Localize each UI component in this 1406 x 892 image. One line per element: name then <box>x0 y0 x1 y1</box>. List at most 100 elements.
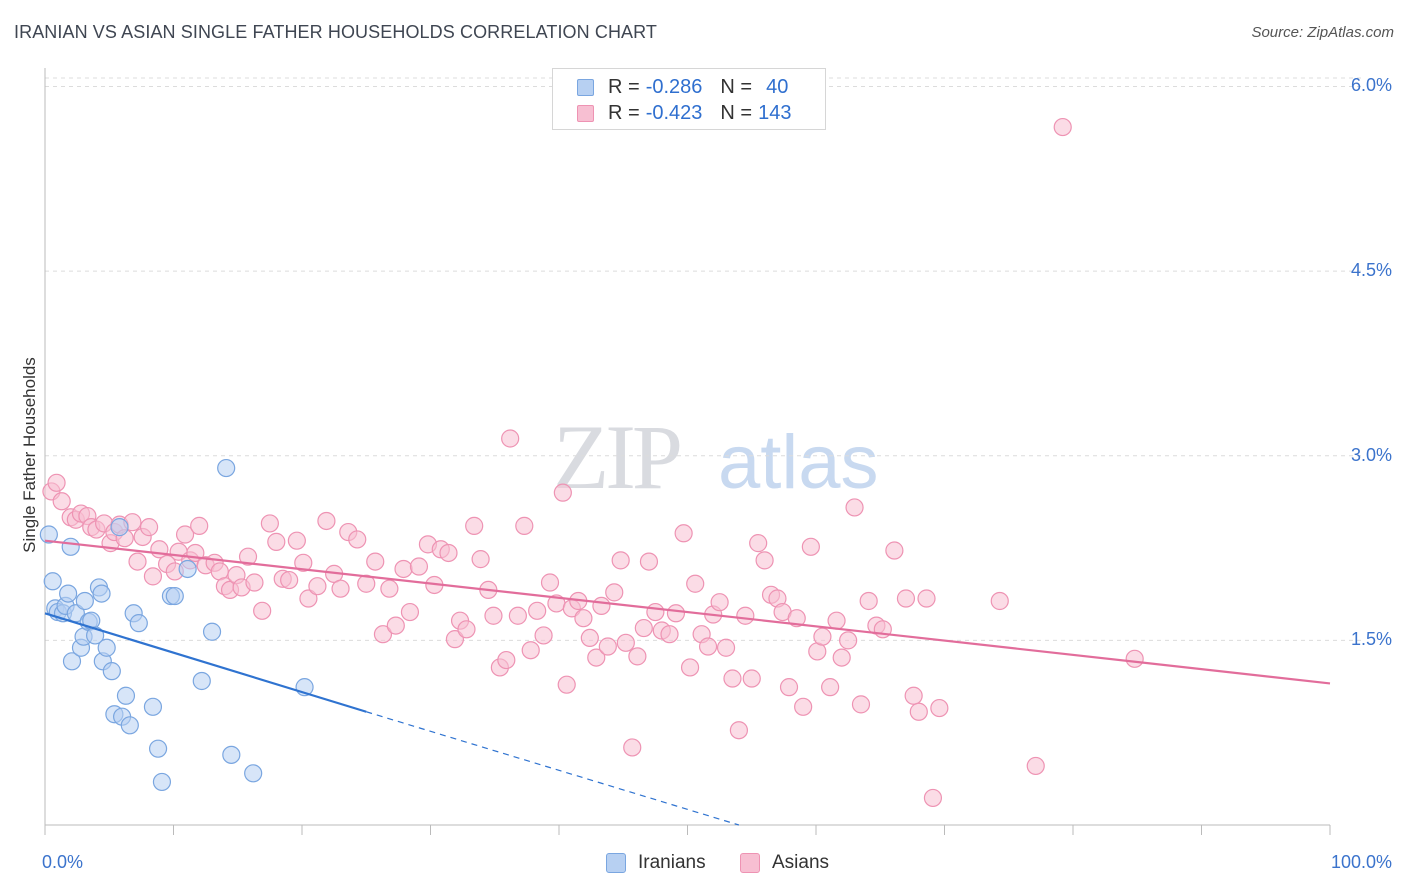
data-point-asians <box>729 721 749 740</box>
data-point-asians <box>698 637 718 656</box>
data-point-asians <box>749 534 768 553</box>
source-credit: Source: ZipAtlas.com <box>1251 24 1394 41</box>
data-point-iranians <box>97 638 116 657</box>
r-value: -0.423 <box>645 101 703 124</box>
chart-title: IRANIAN VS ASIAN SINGLE FATHER HOUSEHOLD… <box>14 22 658 42</box>
data-point-iranians <box>39 525 58 544</box>
data-point-asians <box>686 574 705 593</box>
data-point-asians <box>515 516 534 535</box>
data-point-asians <box>190 516 209 535</box>
data-point-iranians <box>92 584 111 603</box>
gridlines <box>45 77 1365 641</box>
data-point-asians <box>598 637 617 656</box>
n-label: N = <box>720 75 753 98</box>
data-point-asians <box>1026 756 1045 776</box>
data-point-iranians <box>152 772 172 792</box>
data-point-asians <box>634 618 653 638</box>
data-point-asians <box>386 616 405 635</box>
data-point-asians <box>253 601 272 620</box>
y-tick-label: 3.0% <box>1350 444 1392 465</box>
data-point-asians <box>611 551 630 570</box>
data-point-asians <box>794 697 813 716</box>
data-point-asians <box>394 559 413 579</box>
data-point-iranians <box>43 572 62 591</box>
data-point-asians <box>710 593 729 612</box>
data-point-iranians <box>75 591 94 611</box>
data-point-asians <box>373 625 393 644</box>
data-point-asians <box>736 606 755 625</box>
data-point-iranians <box>120 716 139 735</box>
data-point-asians <box>445 630 465 649</box>
legend-label-asians: Asians <box>772 852 830 873</box>
legend-swatch-asians <box>577 104 594 122</box>
data-point-asians <box>646 602 665 622</box>
data-point-asians <box>139 518 159 537</box>
data-point-asians <box>639 552 659 571</box>
x-tick-label-max: 100.0% <box>1330 852 1392 872</box>
data-point-iranians <box>129 614 148 633</box>
n-value: 40 <box>766 75 789 98</box>
data-point-asians <box>299 589 318 608</box>
y-tick-label: 1.5% <box>1350 629 1392 650</box>
trend-lines <box>44 539 1331 826</box>
r-label: R = <box>608 75 640 98</box>
data-point-iranians <box>244 764 263 783</box>
data-point-asians <box>501 429 520 448</box>
watermark-zip: ZIP <box>553 406 680 508</box>
data-point-asians <box>666 604 686 623</box>
legend-item-iranians[interactable]: Iranians <box>606 852 706 874</box>
n-value: 143 <box>758 101 792 124</box>
data-point-asians <box>521 641 540 660</box>
data-point-asians <box>308 577 327 596</box>
data-point-asians <box>896 589 916 608</box>
data-point-iranians <box>143 697 163 716</box>
data-point-asians <box>779 678 799 697</box>
data-point-iranians <box>202 622 222 641</box>
legend-item-asians[interactable]: Asians <box>740 852 829 874</box>
data-point-asians <box>801 537 820 556</box>
data-point-asians <box>175 525 195 544</box>
data-point-iranians <box>116 686 136 705</box>
data-point-asians <box>628 647 647 666</box>
data-point-asians <box>605 583 624 602</box>
data-point-asians <box>128 552 147 571</box>
data-point-iranians <box>148 739 168 758</box>
data-point-asians <box>497 650 516 670</box>
data-point-asians <box>917 589 936 608</box>
data-point-asians <box>923 788 943 808</box>
data-point-asians <box>357 574 376 593</box>
data-point-asians <box>380 579 399 598</box>
legend-label-iranians: Iranians <box>638 852 706 873</box>
data-point-asians <box>1053 117 1072 137</box>
data-point-asians <box>680 658 700 677</box>
y-tick-label: 4.5% <box>1350 260 1392 281</box>
data-point-asians <box>366 552 385 571</box>
data-point-asians <box>909 702 928 721</box>
data-point-asians <box>484 606 503 625</box>
r-value: -0.286 <box>645 75 703 98</box>
data-point-iranians <box>192 671 211 691</box>
data-point-iranians <box>178 559 197 579</box>
r-label: R = <box>608 101 640 124</box>
data-points <box>39 117 1144 808</box>
legend-swatch-iranians <box>606 853 626 873</box>
data-point-asians <box>616 633 635 652</box>
data-point-asians <box>245 573 264 592</box>
legend-swatch-asians <box>740 853 760 873</box>
data-point-asians <box>851 695 871 714</box>
stats-row-iranians: R = -0.286 N = 40 <box>577 75 788 99</box>
data-point-asians <box>904 686 923 705</box>
data-point-asians <box>885 541 904 560</box>
data-point-asians <box>528 601 547 620</box>
data-point-asians <box>457 620 476 639</box>
data-point-asians <box>813 627 832 646</box>
data-point-asians <box>439 543 458 563</box>
data-point-asians <box>465 516 484 535</box>
trend-line-asians <box>44 539 1331 685</box>
data-point-iranians <box>217 458 236 478</box>
data-point-asians <box>331 579 350 598</box>
data-point-asians <box>787 609 806 628</box>
legend-swatch-iranians <box>577 78 594 96</box>
data-point-asians <box>587 648 606 667</box>
